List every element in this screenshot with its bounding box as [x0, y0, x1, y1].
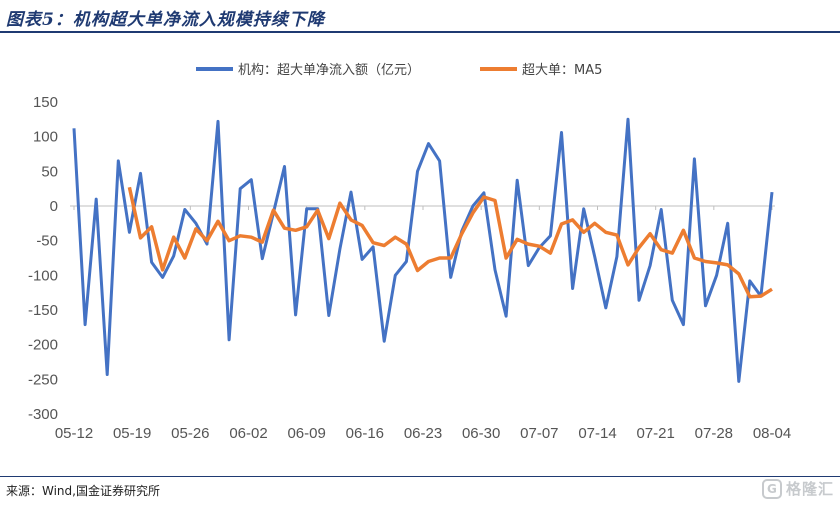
figure-title: 图表5：机构超大单净流入规模持续下降 — [6, 10, 325, 30]
x-tick-label: 06-02 — [229, 425, 267, 442]
y-tick-label: 50 — [41, 163, 58, 180]
x-tick-label: 06-30 — [462, 425, 500, 442]
x-tick-label: 06-16 — [346, 425, 384, 442]
x-tick-label: 07-28 — [695, 425, 733, 442]
x-tick-label: 07-14 — [578, 425, 616, 442]
source-divider — [0, 476, 840, 477]
y-tick-label: -100 — [28, 267, 58, 284]
watermark: G 格隆汇 — [761, 478, 834, 499]
source-note: 来源：Wind,国金证券研究所 — [6, 484, 160, 498]
y-tick-label: -50 — [36, 233, 58, 250]
x-tick-label: 08-04 — [753, 425, 791, 442]
figure-title-bar: 图表5：机构超大单净流入规模持续下降 — [0, 0, 840, 33]
legend-label-series1: 机构：超大单净流入额（亿元） — [238, 63, 420, 78]
y-tick-label: -150 — [28, 302, 58, 319]
legend-label-series2: 超大单：MA5 — [522, 63, 602, 78]
x-tick-label: 07-21 — [636, 425, 674, 442]
x-tick-label: 05-12 — [55, 425, 93, 442]
chart-legend: 机构：超大单净流入额（亿元） 超大单：MA5 — [196, 63, 602, 78]
y-tick-label: 0 — [50, 198, 58, 215]
watermark-text: 格隆汇 — [785, 480, 834, 498]
series-line-inflow — [72, 117, 774, 383]
y-axis-ticks: 150 100 50 0 -50 -100 -150 -200 -250 -300 — [28, 94, 58, 423]
x-tick-label: 06-23 — [404, 425, 442, 442]
x-tick-label: 06-09 — [287, 425, 325, 442]
y-tick-label: -200 — [28, 337, 58, 354]
y-tick-label: -300 — [28, 406, 58, 423]
x-axis-ticks: 05-12 05-19 05-26 06-02 06-09 06-16 06-23 06-30… — [55, 206, 791, 442]
y-tick-label: 100 — [33, 129, 58, 146]
x-tick-label: 05-19 — [113, 425, 151, 442]
title-underline — [0, 31, 840, 33]
y-tick-label: 150 — [33, 94, 58, 111]
series-lines — [72, 117, 774, 383]
x-tick-label: 05-26 — [171, 425, 209, 442]
y-tick-label: -250 — [28, 371, 58, 388]
x-tick-label: 07-07 — [520, 425, 558, 442]
series-line-ma5 — [127, 186, 773, 299]
watermark-logo-icon: G — [761, 478, 782, 499]
chart: 机构：超大单净流入额（亿元） 超大单：MA5 150 100 50 0 -50 -100 -… — [28, 63, 791, 442]
